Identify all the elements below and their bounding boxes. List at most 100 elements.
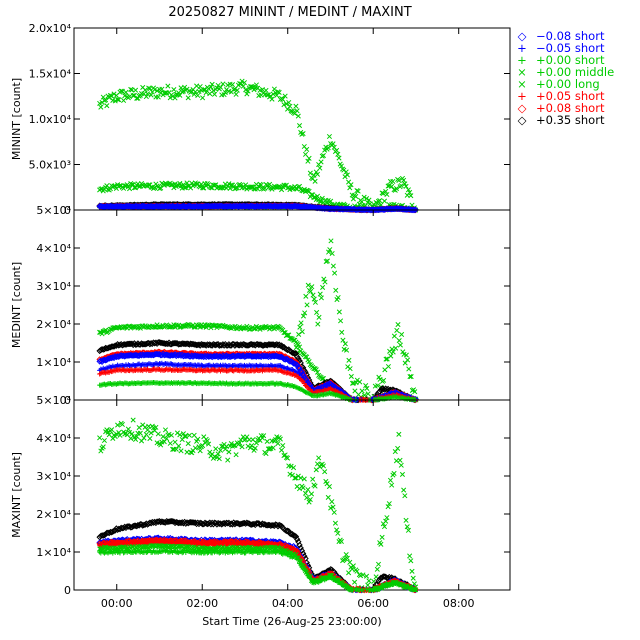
data-point [162,427,169,433]
data-point [279,447,285,453]
data-point [107,92,113,98]
data-point [365,391,371,397]
y-tick-label: 1.5x10⁴ [29,68,72,81]
data-point [396,177,402,183]
data-point [407,553,413,559]
data-point [331,509,337,515]
data-point [229,82,236,88]
data-point [222,446,228,452]
y-tick-label: 5×10⁴ [36,204,71,217]
data-point [375,383,381,389]
data-point [178,448,184,454]
data-point [209,81,215,87]
data-point [361,194,367,200]
data-point [399,471,406,477]
data-point [317,291,323,297]
data-point [168,432,175,438]
data-point [158,185,164,191]
data-point [336,155,342,161]
data-point [387,477,394,483]
data-point [217,84,224,90]
data-point [177,381,183,387]
data-point [313,367,319,373]
data-point [403,517,409,523]
data-point [116,97,122,103]
data-point [290,465,297,471]
series-0 [96,350,419,404]
data-point [178,367,184,373]
data-point [164,436,170,442]
data-point [389,482,395,488]
data-point [119,362,125,368]
data-point [169,352,176,359]
data-point [397,342,403,348]
data-point [183,433,189,440]
data-point [270,445,276,451]
data-point [276,89,282,95]
data-point [348,373,354,380]
data-point [113,431,119,437]
data-point [183,184,189,191]
data-point [296,344,303,350]
series-4 [293,238,419,403]
data-point [170,93,176,99]
data-point [403,352,409,358]
y-tick-label: 5×10⁴ [36,394,71,407]
data-point [326,133,332,140]
data-point [297,324,303,330]
data-point [393,345,399,351]
data-point [141,435,147,441]
data-point [282,452,288,458]
data-point [144,351,151,358]
data-point [383,188,389,194]
data-point [410,575,416,581]
data-point [306,155,312,161]
data-point [184,363,190,369]
data-point [132,185,139,191]
data-point [390,178,396,184]
data-point [312,178,318,184]
data-point [296,365,303,372]
data-point [334,527,340,533]
data-point [130,92,136,99]
y-axis-label: MEDINT [count] [10,262,23,348]
data-point [132,87,139,93]
data-point [404,524,410,530]
data-point [191,367,197,373]
data-point [296,331,302,337]
y-tick-label: 4×10⁴ [36,242,71,255]
data-point [186,432,192,438]
data-point [349,566,355,572]
data-point [320,152,327,159]
data-point [348,182,354,188]
data-point [155,431,161,437]
data-point [147,361,153,367]
data-point [364,385,370,391]
data-point [259,86,265,93]
data-point [182,433,188,439]
data-point [115,422,121,428]
data-point [366,578,372,584]
data-point [307,496,313,503]
data-point [292,475,298,481]
y-tick-label: 2×10⁴ [36,318,71,331]
data-point [211,353,218,360]
data-point [223,87,230,93]
data-point [314,309,320,316]
y-axis-label: MININT [count] [10,78,23,160]
data-point [298,320,304,326]
data-point [343,552,349,558]
data-point [165,83,171,89]
data-point [408,558,414,564]
data-point [280,96,286,102]
data-point [373,574,379,580]
data-point [176,519,184,526]
data-point [123,523,131,530]
data-point [408,193,414,199]
data-point [245,380,251,386]
data-point [388,353,394,359]
data-point [147,435,153,442]
data-point [173,446,179,452]
